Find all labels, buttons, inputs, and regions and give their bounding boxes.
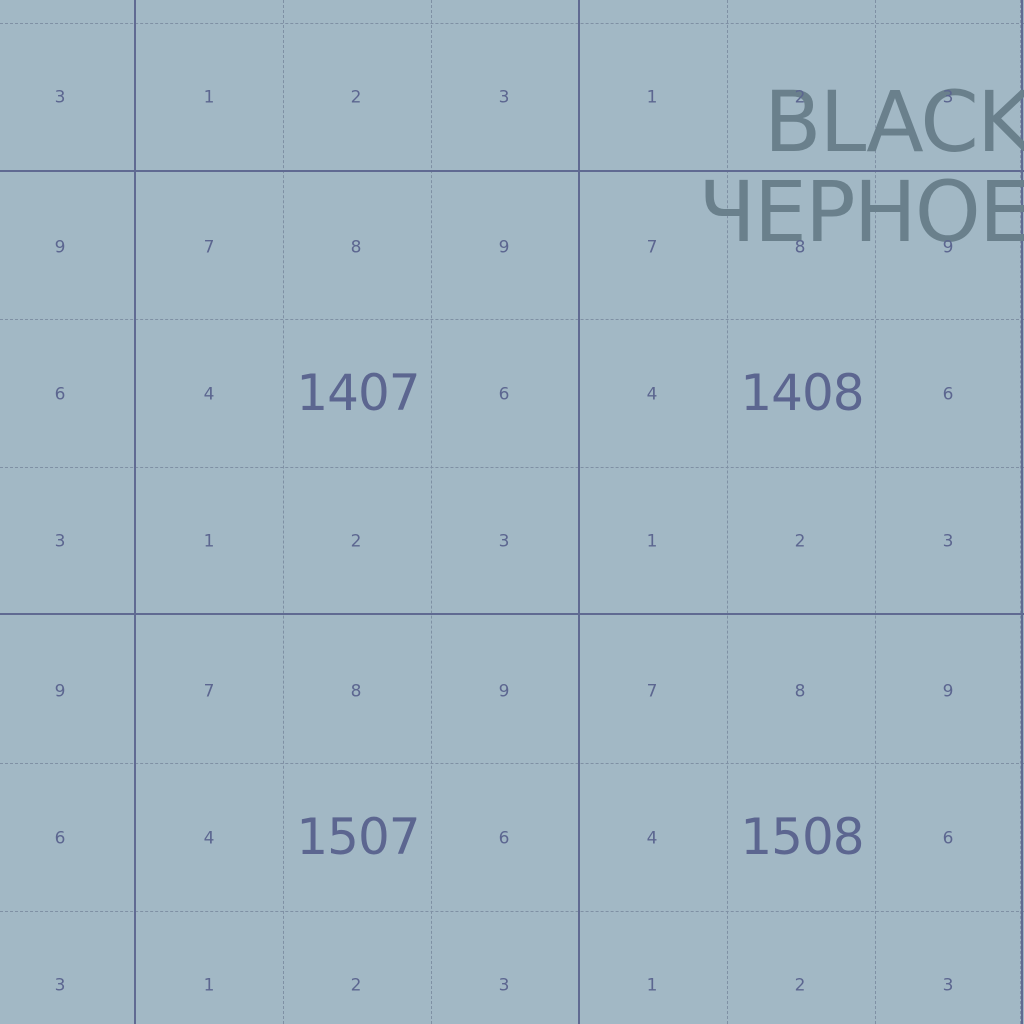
subcell-number: 9 bbox=[942, 681, 954, 702]
watermark-russian: ЧЕРНОЕ bbox=[698, 163, 1024, 261]
subcell-number: 7 bbox=[646, 237, 658, 258]
subcell-number: 2 bbox=[794, 87, 806, 108]
sheet-number: 1407 bbox=[296, 364, 420, 422]
subcell-number: 6 bbox=[942, 384, 954, 405]
subcell-number: 3 bbox=[54, 975, 66, 996]
minor-grid-line bbox=[0, 319, 1024, 320]
major-grid-line bbox=[0, 170, 1024, 172]
watermark-english: BLACK bbox=[763, 73, 1024, 171]
subcell-number: 3 bbox=[498, 975, 510, 996]
subcell-number: 7 bbox=[646, 681, 658, 702]
sheet-number: 1508 bbox=[740, 808, 864, 866]
minor-grid-line bbox=[431, 0, 432, 1024]
subcell-number: 7 bbox=[203, 681, 215, 702]
subcell-number: 3 bbox=[498, 531, 510, 552]
subcell-number: 4 bbox=[203, 384, 215, 405]
subcell-number: 1 bbox=[646, 87, 658, 108]
subcell-number: 3 bbox=[54, 531, 66, 552]
minor-grid-line bbox=[0, 763, 1024, 764]
subcell-number: 1 bbox=[203, 531, 215, 552]
subcell-number: 1 bbox=[203, 975, 215, 996]
major-grid-line bbox=[1021, 0, 1023, 1024]
subcell-number: 9 bbox=[498, 237, 510, 258]
subcell-number: 4 bbox=[646, 384, 658, 405]
subcell-number: 4 bbox=[646, 828, 658, 849]
subcell-number: 3 bbox=[942, 87, 954, 108]
subcell-number: 6 bbox=[498, 828, 510, 849]
subcell-number: 6 bbox=[498, 384, 510, 405]
subcell-number: 6 bbox=[54, 384, 66, 405]
subcell-number: 8 bbox=[350, 237, 362, 258]
subcell-number: 8 bbox=[794, 681, 806, 702]
subcell-number: 4 bbox=[203, 828, 215, 849]
minor-grid-line bbox=[283, 0, 284, 1024]
subcell-number: 9 bbox=[54, 237, 66, 258]
subcell-number: 2 bbox=[350, 87, 362, 108]
subcell-number: 2 bbox=[794, 531, 806, 552]
subcell-number: 7 bbox=[203, 237, 215, 258]
sheet-number: 1507 bbox=[296, 808, 420, 866]
subcell-number: 1 bbox=[646, 531, 658, 552]
major-grid-line bbox=[0, 613, 1024, 615]
subcell-number: 2 bbox=[350, 975, 362, 996]
major-grid-line bbox=[134, 0, 136, 1024]
subcell-number: 9 bbox=[54, 681, 66, 702]
subcell-number: 2 bbox=[350, 531, 362, 552]
subcell-number: 6 bbox=[54, 828, 66, 849]
subcell-number: 9 bbox=[498, 681, 510, 702]
minor-grid-line bbox=[0, 467, 1024, 468]
minor-grid-line bbox=[0, 911, 1024, 912]
subcell-number: 8 bbox=[794, 237, 806, 258]
subcell-number: 1 bbox=[203, 87, 215, 108]
subcell-number: 8 bbox=[350, 681, 362, 702]
subcell-number: 3 bbox=[942, 975, 954, 996]
minor-grid-line bbox=[727, 0, 728, 1024]
subcell-number: 1 bbox=[646, 975, 658, 996]
subcell-number: 3 bbox=[942, 531, 954, 552]
subcell-number: 3 bbox=[54, 87, 66, 108]
minor-grid-line bbox=[0, 23, 1024, 24]
subcell-number: 6 bbox=[942, 828, 954, 849]
subcell-number: 2 bbox=[794, 975, 806, 996]
subcell-number: 3 bbox=[498, 87, 510, 108]
sheet-number: 1408 bbox=[740, 364, 864, 422]
major-grid-line bbox=[578, 0, 580, 1024]
subcell-number: 9 bbox=[942, 237, 954, 258]
